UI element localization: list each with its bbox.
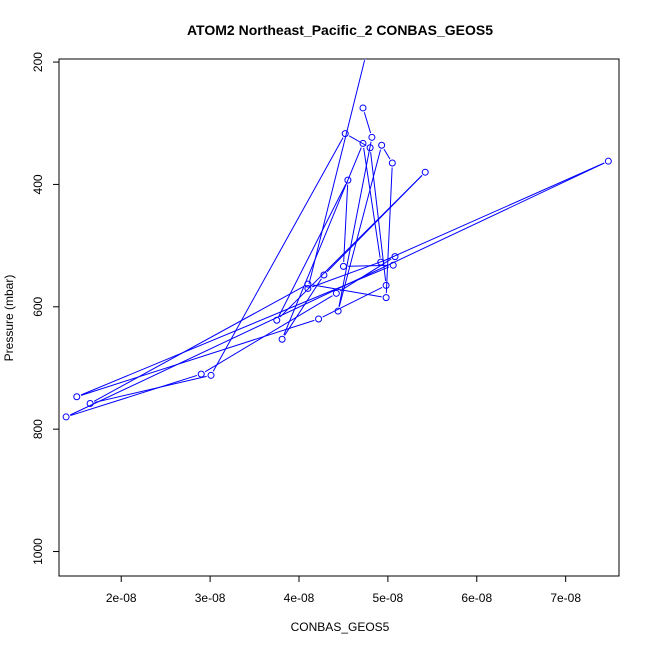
series-segment bbox=[347, 264, 389, 267]
data-point bbox=[73, 393, 81, 401]
series-segment bbox=[284, 278, 322, 336]
data-point bbox=[273, 316, 281, 324]
y-axis-label: Pressure (mbar) bbox=[2, 275, 16, 362]
series-segment bbox=[204, 295, 333, 373]
data-point bbox=[363, 59, 368, 60]
data-point bbox=[382, 281, 390, 289]
plot-frame bbox=[58, 58, 620, 577]
series-segment bbox=[80, 266, 390, 396]
data-point bbox=[359, 139, 367, 147]
data-point bbox=[388, 159, 396, 167]
series-segment bbox=[348, 135, 367, 146]
x-tick-label: 6e-08 bbox=[461, 591, 492, 605]
series-segment bbox=[94, 375, 207, 403]
y-axis: 200 400 600 800 1000 bbox=[31, 52, 60, 565]
series-segment bbox=[363, 147, 381, 258]
data-point bbox=[377, 258, 385, 266]
x-tick-label: 4e-08 bbox=[284, 591, 315, 605]
data-point bbox=[207, 371, 215, 379]
x-tick-label: 7e-08 bbox=[550, 591, 581, 605]
data-point bbox=[421, 168, 429, 176]
data-point bbox=[389, 261, 397, 269]
series-segment bbox=[322, 286, 383, 318]
y-tick-label: 200 bbox=[31, 52, 45, 72]
series-segment bbox=[308, 60, 366, 285]
data-point bbox=[341, 130, 349, 138]
series-segment bbox=[312, 284, 382, 298]
series-segment bbox=[370, 152, 387, 281]
x-tick-label: 2e-08 bbox=[106, 591, 137, 605]
x-tick-label: 5e-08 bbox=[373, 591, 404, 605]
y-tick-label: 800 bbox=[31, 419, 45, 439]
data-point bbox=[334, 307, 342, 315]
data-point bbox=[366, 144, 374, 152]
data-point bbox=[304, 280, 312, 288]
series-segment bbox=[385, 167, 393, 294]
series-segment bbox=[384, 162, 605, 261]
series-segment bbox=[212, 137, 344, 372]
data-point bbox=[382, 294, 390, 302]
y-tick-label: 1000 bbox=[31, 538, 45, 565]
data-point bbox=[339, 262, 347, 270]
data-point bbox=[332, 289, 340, 297]
chart-title: ATOM2 Northeast_Pacific_2 CONBAS_GEOS5 bbox=[187, 22, 493, 38]
data-point bbox=[62, 413, 70, 421]
series-0 bbox=[62, 59, 612, 421]
data-point bbox=[278, 335, 286, 343]
series-segment bbox=[80, 319, 315, 396]
data-point bbox=[378, 141, 386, 149]
series-segment bbox=[363, 112, 372, 134]
series-segment bbox=[283, 147, 362, 336]
series-segment bbox=[93, 285, 305, 402]
series-segment bbox=[383, 148, 391, 160]
y-tick-label: 600 bbox=[31, 296, 45, 316]
series-segment bbox=[338, 141, 372, 307]
data-point bbox=[359, 104, 367, 112]
series-segment bbox=[278, 183, 347, 317]
data-point bbox=[320, 271, 328, 279]
data-point bbox=[368, 133, 376, 141]
data-point bbox=[344, 176, 352, 184]
data-point bbox=[304, 284, 312, 292]
series-layer bbox=[62, 59, 612, 421]
series-segment bbox=[70, 374, 198, 417]
series-segment bbox=[69, 162, 605, 416]
series-segment bbox=[343, 184, 349, 262]
data-point bbox=[315, 315, 323, 323]
x-axis-label: CONBAS_GEOS5 bbox=[291, 620, 390, 634]
data-point bbox=[86, 399, 94, 407]
x-axis: 2e-08 3e-08 4e-08 5e-08 6e-08 7e-08 bbox=[106, 575, 581, 605]
y-tick-label: 400 bbox=[31, 174, 45, 194]
x-tick-label: 3e-08 bbox=[195, 591, 226, 605]
data-point bbox=[391, 253, 399, 261]
data-point bbox=[197, 370, 205, 378]
data-point bbox=[604, 157, 612, 165]
